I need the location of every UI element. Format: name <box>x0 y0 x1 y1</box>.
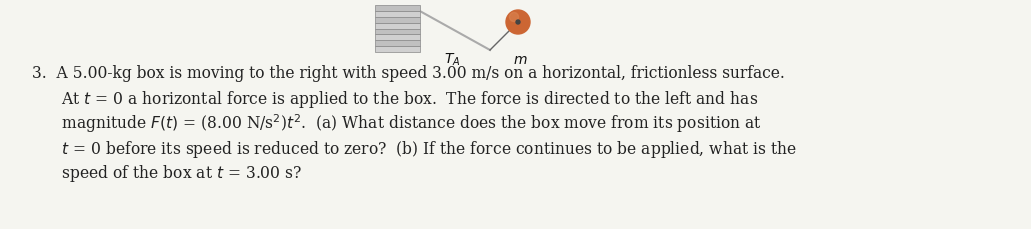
Text: magnitude $F(t)$ = (8.00 N/s$^2$)$t^2$.  (a) What distance does the box move fro: magnitude $F(t)$ = (8.00 N/s$^2$)$t^2$. … <box>32 113 762 135</box>
Text: 3.  A 5.00-kg box is moving to the right with speed 3.00 m/s on a horizontal, fr: 3. A 5.00-kg box is moving to the right … <box>32 65 785 82</box>
Bar <box>375 23 420 28</box>
Circle shape <box>506 10 530 34</box>
Bar <box>375 34 420 40</box>
Text: speed of the box at $t$ = 3.00 s?: speed of the box at $t$ = 3.00 s? <box>32 164 302 185</box>
Bar <box>375 40 420 46</box>
Text: $m$: $m$ <box>512 53 527 67</box>
Bar <box>375 5 420 11</box>
Bar <box>375 17 420 23</box>
Bar <box>375 11 420 17</box>
Circle shape <box>509 12 519 22</box>
Bar <box>375 28 420 34</box>
Bar <box>375 46 420 52</box>
Text: At $t$ = 0 a horizontal force is applied to the box.  The force is directed to t: At $t$ = 0 a horizontal force is applied… <box>32 88 758 109</box>
Text: $T_A$: $T_A$ <box>443 52 460 68</box>
Text: $t$ = 0 before its speed is reduced to zero?  (b) If the force continues to be a: $t$ = 0 before its speed is reduced to z… <box>32 139 797 160</box>
Circle shape <box>516 20 520 24</box>
